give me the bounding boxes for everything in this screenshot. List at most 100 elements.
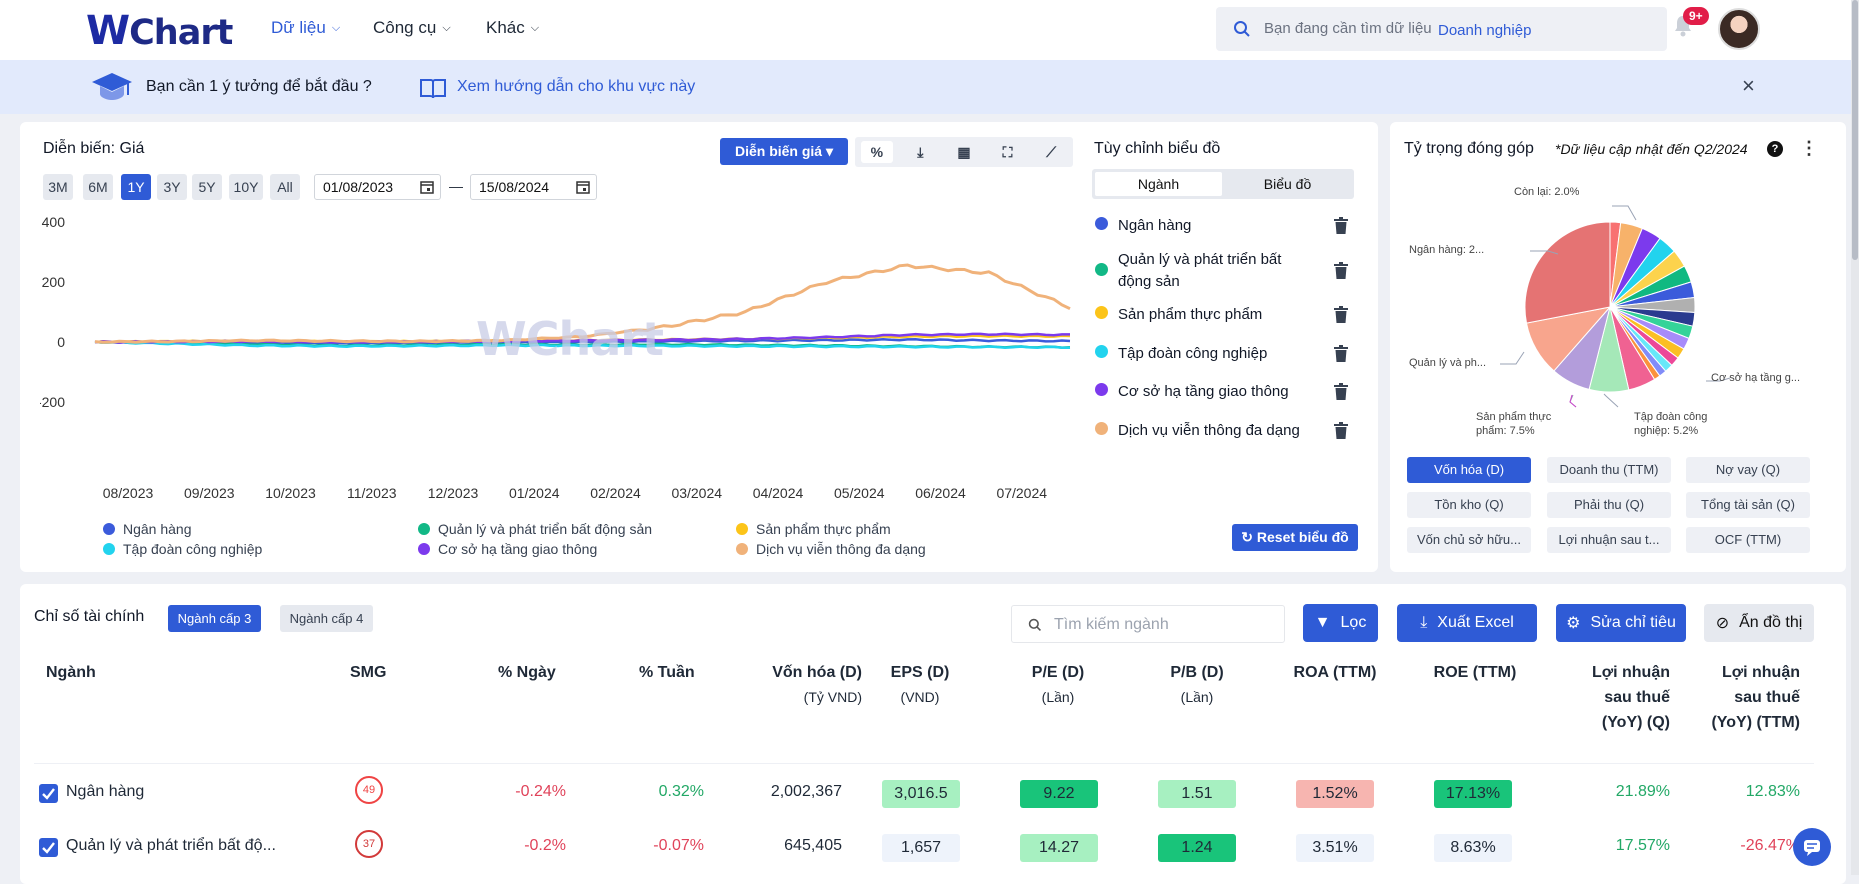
- nav-khac[interactable]: Khác ⌵: [486, 18, 539, 38]
- filter-button[interactable]: ▼ Lọc: [1303, 604, 1378, 642]
- metric-von-chu-so-huu-button[interactable]: Vốn chủ sở hữu...: [1407, 527, 1531, 553]
- notification-badge: 9+: [1683, 7, 1709, 25]
- y-tick-label: 200: [42, 274, 66, 290]
- col-np-ttm[interactable]: Lợi nhuận sau thuế (YoY) (TTM): [1711, 664, 1800, 731]
- x-tick-label: 10/2023: [265, 485, 316, 501]
- customize-tabs: Ngành Biểu đồ: [1092, 169, 1354, 199]
- chart-legend-item[interactable]: Tập đoàn công nghiệp: [103, 541, 262, 557]
- hide-chart-button[interactable]: ⊘ Ẩn đồ thị: [1704, 604, 1814, 642]
- range-all-button[interactable]: All: [270, 174, 300, 200]
- tab-nganh[interactable]: Ngành: [1095, 172, 1222, 196]
- roe-value: 8.63%: [1434, 834, 1512, 862]
- global-search-input[interactable]: Bạn đang cần tìm dữ liệu Doanh nghiệp: [1216, 7, 1667, 51]
- series-line[interactable]: [94, 263, 1071, 344]
- chart-mode-dropdown[interactable]: Diễn biến giá ▾: [720, 138, 848, 165]
- metric-ton-kho-button[interactable]: Tồn kho (Q): [1407, 492, 1531, 518]
- x-tick-label: 01/2024: [509, 485, 560, 501]
- range-10y-button[interactable]: 10Y: [229, 174, 263, 200]
- chart-legend-item[interactable]: Sản phẩm thực phẩm: [736, 521, 891, 537]
- metric-von-hoa-button[interactable]: Vốn hóa (D): [1407, 457, 1531, 483]
- guide-link[interactable]: Xem hướng dẫn cho khu vực này: [457, 78, 696, 95]
- chart-legend-item[interactable]: Ngân hàng: [103, 521, 192, 537]
- wichart-logo[interactable]: WChart: [86, 8, 233, 54]
- calendar-icon[interactable]: [576, 180, 590, 194]
- page-scrollbar[interactable]: [1851, 0, 1859, 875]
- col-pe[interactable]: P/E (D) (Lần): [1031, 664, 1085, 705]
- range-3y-button[interactable]: 3Y: [157, 174, 187, 200]
- series-line[interactable]: [94, 340, 1070, 350]
- user-avatar[interactable]: [1718, 8, 1760, 50]
- trash-icon[interactable]: [1334, 262, 1348, 279]
- date-from-input[interactable]: 01/08/2023: [314, 174, 441, 200]
- fullscreen-icon[interactable]: ⛶: [1002, 143, 1013, 160]
- metric-doanh-thu-button[interactable]: Doanh thu (TTM): [1547, 457, 1671, 483]
- metric-no-vay-button[interactable]: Nợ vay (Q): [1686, 457, 1810, 483]
- legend-dot: [103, 543, 115, 555]
- range-5y-button[interactable]: 5Y: [192, 174, 222, 200]
- eye-off-icon: ⊘: [1715, 615, 1730, 632]
- date-to-input[interactable]: 15/08/2024: [470, 174, 597, 200]
- trash-icon[interactable]: [1334, 345, 1348, 362]
- scrollbar-thumb[interactable]: [1852, 0, 1858, 260]
- download-icon: ⤓: [1420, 614, 1428, 631]
- percent-toggle[interactable]: %: [860, 141, 893, 163]
- chat-button[interactable]: [1793, 828, 1831, 866]
- close-banner-button[interactable]: ×: [1742, 73, 1755, 98]
- col-pct-day[interactable]: % Ngày: [498, 664, 556, 681]
- range-6m-button[interactable]: 6M: [83, 174, 113, 200]
- excel-icon[interactable]: ▦: [957, 143, 971, 160]
- refresh-icon: ↻: [1241, 529, 1254, 545]
- range-1y-button[interactable]: 1Y: [121, 174, 151, 200]
- col-pb[interactable]: P/B (D) (Lần): [1170, 664, 1224, 705]
- pie-slice[interactable]: [1524, 221, 1611, 324]
- pie-label-quan-ly: Quản lý và ph...: [1409, 357, 1487, 369]
- col-eps[interactable]: EPS (D) (VND): [890, 664, 950, 705]
- row-checkbox[interactable]: [39, 784, 58, 803]
- metric-phai-thu-button[interactable]: Phải thu (Q): [1547, 492, 1671, 518]
- line-chart-icon[interactable]: ⟋: [1046, 143, 1057, 160]
- col-smg[interactable]: SMG: [350, 664, 387, 681]
- row-industry-name[interactable]: Quản lý và phát triển bất độ...: [66, 837, 276, 854]
- x-tick-label: 09/2023: [184, 485, 235, 501]
- tab-bieu-do[interactable]: Biểu đồ: [1263, 176, 1312, 192]
- col-nganh[interactable]: Ngành: [46, 664, 96, 681]
- chart-legend-item[interactable]: Cơ sở hạ tầng giao thông: [418, 541, 597, 557]
- legend-dot: [736, 523, 748, 535]
- trash-icon[interactable]: [1334, 306, 1348, 323]
- metric-ocf-button[interactable]: OCF (TTM): [1686, 527, 1810, 553]
- range-3m-button[interactable]: 3M: [43, 174, 73, 200]
- search-icon: [1234, 21, 1250, 37]
- industry-search-placeholder: Tìm kiếm ngành: [1054, 616, 1169, 633]
- reset-chart-button[interactable]: ↻ Reset biểu đồ: [1232, 524, 1358, 551]
- edit-metrics-button[interactable]: ⚙ Sửa chỉ tiêu: [1556, 604, 1686, 642]
- col-roe[interactable]: ROE (TTM): [1433, 664, 1517, 681]
- idea-text: Bạn cần 1 ý tưởng để bắt đầu ?: [146, 78, 372, 95]
- row-industry-name[interactable]: Ngân hàng: [66, 783, 145, 800]
- industry-search-input[interactable]: Tìm kiếm ngành: [1011, 605, 1285, 643]
- level-3-tab[interactable]: Ngành cấp 3: [168, 605, 261, 632]
- row-checkbox[interactable]: [39, 838, 58, 857]
- trash-icon[interactable]: [1334, 383, 1348, 400]
- y-tick-label: -200: [40, 394, 65, 410]
- col-pct-week[interactable]: % Tuần: [639, 664, 695, 681]
- level-4-tab[interactable]: Ngành cấp 4: [280, 605, 373, 632]
- nav-du-lieu[interactable]: Dữ liệu ⌵: [271, 18, 340, 38]
- chart-legend-item[interactable]: Dịch vụ viễn thông đa dạng: [736, 541, 926, 557]
- metric-loi-nhuan-button[interactable]: Lợi nhuận sau t...: [1547, 527, 1671, 553]
- search-scope[interactable]: Doanh nghiệp: [1438, 22, 1532, 39]
- col-np-q[interactable]: Lợi nhuận sau thuế (YoY) (Q): [1591, 664, 1670, 731]
- download-icon[interactable]: ⤓: [917, 143, 924, 160]
- col-von-hoa[interactable]: Vốn hóa (D) (Tỷ VND): [772, 664, 862, 705]
- metric-tong-tai-san-button[interactable]: Tổng tài sản (Q): [1686, 492, 1810, 518]
- trash-icon[interactable]: [1334, 217, 1348, 234]
- export-excel-button[interactable]: ⤓ Xuất Excel: [1397, 604, 1537, 642]
- trash-icon[interactable]: [1334, 422, 1348, 439]
- help-icon[interactable]: ?: [1767, 141, 1783, 157]
- chart-legend-item[interactable]: Quản lý và phát triển bất động sản: [418, 521, 652, 537]
- calendar-icon[interactable]: [420, 180, 434, 194]
- col-roa[interactable]: ROA (TTM): [1293, 664, 1377, 681]
- chart-title: Diễn biến: Giá: [43, 140, 145, 157]
- more-vertical-icon[interactable]: ⋮: [1800, 138, 1818, 158]
- nav-cong-cu[interactable]: Công cụ ⌵: [373, 18, 451, 38]
- pie-label-san-pham: Sản phẩm thực: [1476, 411, 1552, 423]
